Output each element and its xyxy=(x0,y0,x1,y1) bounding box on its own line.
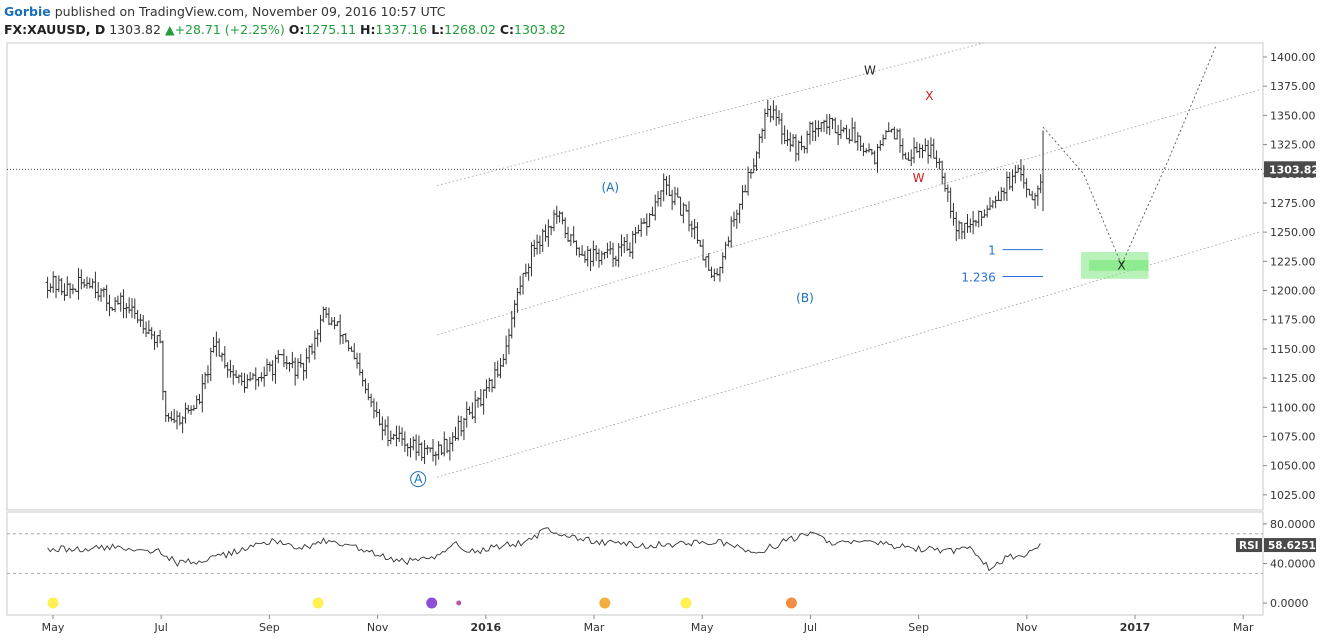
price-tick-label: 1225.00 xyxy=(1270,255,1316,268)
author-link[interactable]: Gorbie xyxy=(4,4,51,19)
time-tick-label: Sep xyxy=(908,621,929,634)
price-tick-label: 1350.00 xyxy=(1270,109,1316,122)
price-tick-label: 1100.00 xyxy=(1270,401,1316,414)
high-label: H: xyxy=(360,22,376,37)
fib-level-label: 1 xyxy=(988,244,996,258)
publish-info: published on TradingView.com, November 0… xyxy=(50,4,446,19)
symbol-legend: FX:XAUUSD, D 1303.82 ▲+28.71 (+2.25%) O:… xyxy=(4,22,566,38)
close-value: 1303.82 xyxy=(514,22,566,37)
price-tick-label: 1075.00 xyxy=(1270,430,1316,443)
low-value: 1268.02 xyxy=(444,22,496,37)
rsi-pane[interactable] xyxy=(7,527,1263,609)
wave-label: (A) xyxy=(601,180,619,194)
wave-label: A xyxy=(414,472,423,486)
last-price: 1303.82 xyxy=(109,22,161,37)
main-pane[interactable]: 1 1.236 A (A) (B) W X W X xyxy=(7,42,1263,488)
open-value: 1275.11 xyxy=(304,22,357,37)
projection-path xyxy=(1042,45,1217,266)
time-tick-label: Mar xyxy=(584,621,605,634)
middle-channel-line xyxy=(436,89,1260,336)
wave-label: X xyxy=(925,89,933,103)
price-tick-label: 1275.00 xyxy=(1270,197,1316,210)
price-tick-label: 1175.00 xyxy=(1270,314,1316,327)
axes: 1025.00 1050.00 1075.00 1100.00 1125.00 1150.… xyxy=(42,51,1319,634)
rsi-tick-label: 80.0000 xyxy=(1270,518,1316,531)
time-tick-label: 2016 xyxy=(470,621,501,634)
rsi-value-tag xyxy=(1264,538,1316,553)
open-label: O: xyxy=(288,22,305,37)
time-tick-label: May xyxy=(42,621,65,634)
symbol-name[interactable]: FX:XAUUSD, D xyxy=(4,22,106,37)
price-tick-label: 1325.00 xyxy=(1270,139,1316,152)
price-tick-label: 1125.00 xyxy=(1270,372,1316,385)
time-tick-label: Jul xyxy=(154,621,168,634)
time-tick-label: Jul xyxy=(803,621,817,634)
publish-header: Gorbie published on TradingView.com, Nov… xyxy=(4,4,445,20)
wave-label: (B) xyxy=(796,291,814,305)
rsi-name-tag xyxy=(1236,538,1262,553)
price-tick-label: 1250.00 xyxy=(1270,226,1316,239)
time-tick-label: 2017 xyxy=(1120,621,1151,634)
wave-label: W xyxy=(913,171,925,185)
change-arrow-icon: ▲ xyxy=(164,22,175,37)
event-marker-icon xyxy=(312,597,324,609)
rsi-tick-label: 0.0000 xyxy=(1270,597,1309,610)
event-marker-icon xyxy=(426,597,438,609)
change-value: +28.71 (+2.25%) xyxy=(174,22,285,37)
time-tick-label: Mar xyxy=(1233,621,1254,634)
time-tick-label: Nov xyxy=(367,621,389,634)
price-tick-label: 1050.00 xyxy=(1270,460,1316,473)
wave-label: X xyxy=(1117,258,1125,272)
close-label: C: xyxy=(499,22,515,37)
target-zone-core xyxy=(1088,259,1149,271)
rsi-line xyxy=(47,527,1041,572)
last-price-tag-label: 1303.82 xyxy=(1269,163,1319,176)
low-label: L: xyxy=(431,22,445,37)
fib-level-label: 1.236 xyxy=(961,271,995,285)
high-value: 1337.16 xyxy=(375,22,428,37)
wave-label-circle xyxy=(410,471,427,488)
time-tick-label: May xyxy=(691,621,714,634)
event-marker-icon xyxy=(456,600,462,606)
rsi-name-label: RSI xyxy=(1239,540,1259,552)
event-marker-icon xyxy=(599,597,611,609)
wave-label: W xyxy=(864,64,876,78)
price-tick-label: 1150.00 xyxy=(1270,343,1316,356)
rsi-value-label: 58.6251 xyxy=(1268,540,1316,552)
last-price-tag xyxy=(1264,161,1316,178)
time-tick-label: Sep xyxy=(259,621,280,634)
lower-channel-line xyxy=(436,231,1260,478)
time-tick-label: Nov xyxy=(1016,621,1038,634)
event-marker-icon xyxy=(680,597,692,609)
price-tick-label: 1200.00 xyxy=(1270,285,1316,298)
price-tick-label: 1375.00 xyxy=(1270,80,1316,93)
price-tick-label: 1025.00 xyxy=(1270,489,1316,502)
rsi-tick-label: 40.0000 xyxy=(1270,558,1316,571)
main-pane-frame xyxy=(6,42,1264,511)
event-marker-icon xyxy=(47,597,59,609)
upper-channel-line xyxy=(437,42,984,186)
price-tick-label: 1400.00 xyxy=(1270,51,1316,64)
event-marker-icon xyxy=(785,597,797,609)
